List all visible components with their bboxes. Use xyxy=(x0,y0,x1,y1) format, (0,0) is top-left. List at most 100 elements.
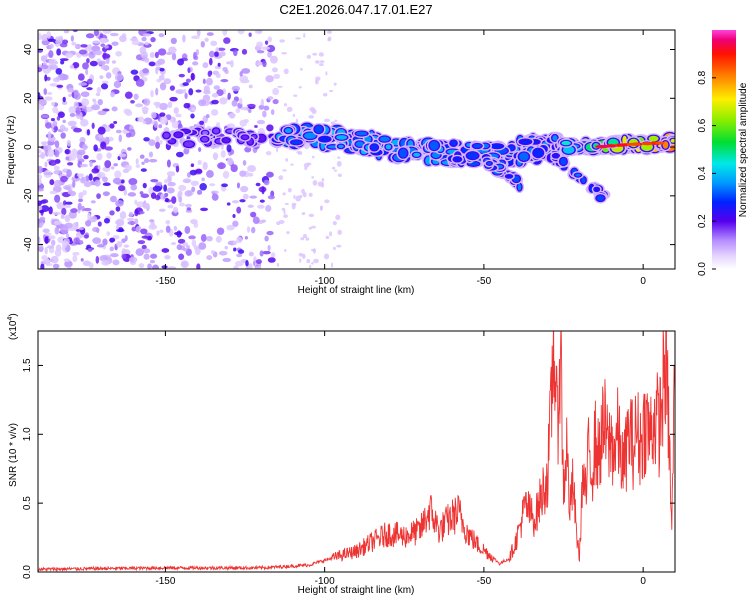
noise-blob xyxy=(178,195,183,203)
noise-blob xyxy=(337,156,341,159)
noise-blob xyxy=(49,43,54,49)
ridge-blob xyxy=(291,140,302,145)
noise-blob xyxy=(155,181,163,187)
noise-blob xyxy=(190,218,198,225)
noise-blob xyxy=(233,49,238,57)
noise-blob xyxy=(248,251,254,257)
noise-blob xyxy=(38,200,42,207)
noise-blob xyxy=(141,235,149,239)
noise-blob xyxy=(66,169,72,178)
noise-blob xyxy=(112,259,120,266)
noise-blob xyxy=(330,262,334,268)
noise-blob xyxy=(120,179,125,184)
noise-blob xyxy=(100,141,107,150)
noise-blob xyxy=(118,134,123,143)
noise-blob xyxy=(109,237,116,243)
noise-blob xyxy=(332,221,337,226)
noise-blob xyxy=(324,118,330,123)
noise-blob xyxy=(72,251,80,256)
noise-blob xyxy=(166,159,171,168)
noise-blob xyxy=(61,240,68,249)
noise-blob xyxy=(206,32,214,36)
noise-blob xyxy=(312,179,318,186)
noise-blob xyxy=(78,198,84,203)
noise-blob xyxy=(97,126,106,135)
noise-blob xyxy=(38,99,47,106)
noise-blob xyxy=(111,60,117,64)
noise-blob xyxy=(267,195,275,200)
noise-blob xyxy=(99,33,104,38)
ridge-core xyxy=(616,143,628,147)
noise-blob xyxy=(63,30,70,34)
noise-blob xyxy=(167,266,177,269)
spectrogram-x-ticks: -150 -100 -50 0 xyxy=(155,30,646,287)
noise-blob xyxy=(68,106,76,114)
x-tick-label: -150 xyxy=(155,276,175,287)
noise-blob xyxy=(267,96,274,100)
noise-blob xyxy=(43,170,52,178)
ridge-blob xyxy=(473,144,482,148)
noise-blob xyxy=(113,121,118,125)
noise-blob xyxy=(121,253,127,259)
noise-blob xyxy=(73,89,79,95)
noise-blob xyxy=(208,57,213,66)
noise-blob xyxy=(38,205,43,212)
noise-blob xyxy=(44,246,48,255)
noise-blob xyxy=(96,86,102,93)
noise-blob xyxy=(41,255,48,261)
noise-blob xyxy=(187,67,191,74)
noise-blob xyxy=(159,67,165,72)
noise-blob xyxy=(135,164,141,168)
noise-blob xyxy=(321,178,325,182)
noise-blob xyxy=(72,222,79,230)
y-tick-label: 0.5 xyxy=(22,496,33,510)
noise-blob xyxy=(54,194,61,203)
ridge-blob xyxy=(379,136,390,142)
noise-blob xyxy=(67,162,74,166)
ridge-blob xyxy=(370,144,378,151)
ridge-blob xyxy=(487,162,492,165)
noise-blob xyxy=(96,244,105,248)
noise-blob xyxy=(54,140,59,146)
noise-blob xyxy=(285,158,289,162)
noise-blob xyxy=(256,119,266,125)
ridge-blob xyxy=(670,138,675,143)
noise-blob xyxy=(137,116,145,123)
noise-blob xyxy=(94,179,101,187)
noise-blob xyxy=(182,178,192,184)
noise-blob xyxy=(144,57,150,63)
noise-blob xyxy=(82,189,87,196)
noise-blob xyxy=(186,245,190,249)
noise-blob xyxy=(49,190,58,195)
noise-blob xyxy=(167,175,172,183)
noise-blob xyxy=(135,103,144,108)
noise-blob xyxy=(109,210,115,216)
noise-blob xyxy=(60,225,69,235)
noise-blob xyxy=(211,250,215,254)
noise-blob xyxy=(239,119,247,127)
noise-blob xyxy=(266,124,274,132)
noise-blob xyxy=(80,44,88,48)
noise-blob xyxy=(214,51,220,57)
noise-blob xyxy=(306,259,311,264)
noise-blob xyxy=(178,73,185,78)
noise-blob xyxy=(109,32,119,37)
noise-blob xyxy=(40,263,45,269)
noise-blob xyxy=(104,146,113,151)
noise-blob xyxy=(196,263,201,269)
noise-blob xyxy=(149,219,155,223)
noise-blob xyxy=(210,40,218,47)
noise-blob xyxy=(245,259,249,267)
noise-blob xyxy=(62,119,66,123)
noise-blob xyxy=(74,43,81,50)
noise-blob xyxy=(95,92,101,97)
noise-blob xyxy=(222,170,230,179)
y-tick-label: 20 xyxy=(23,92,34,104)
noise-blob xyxy=(156,78,162,83)
noise-blob xyxy=(125,132,132,138)
noise-blob xyxy=(246,226,251,233)
spectrogram-image xyxy=(38,30,675,269)
noise-blob xyxy=(255,182,261,187)
noise-blob xyxy=(265,204,272,212)
noise-blob xyxy=(239,199,246,203)
